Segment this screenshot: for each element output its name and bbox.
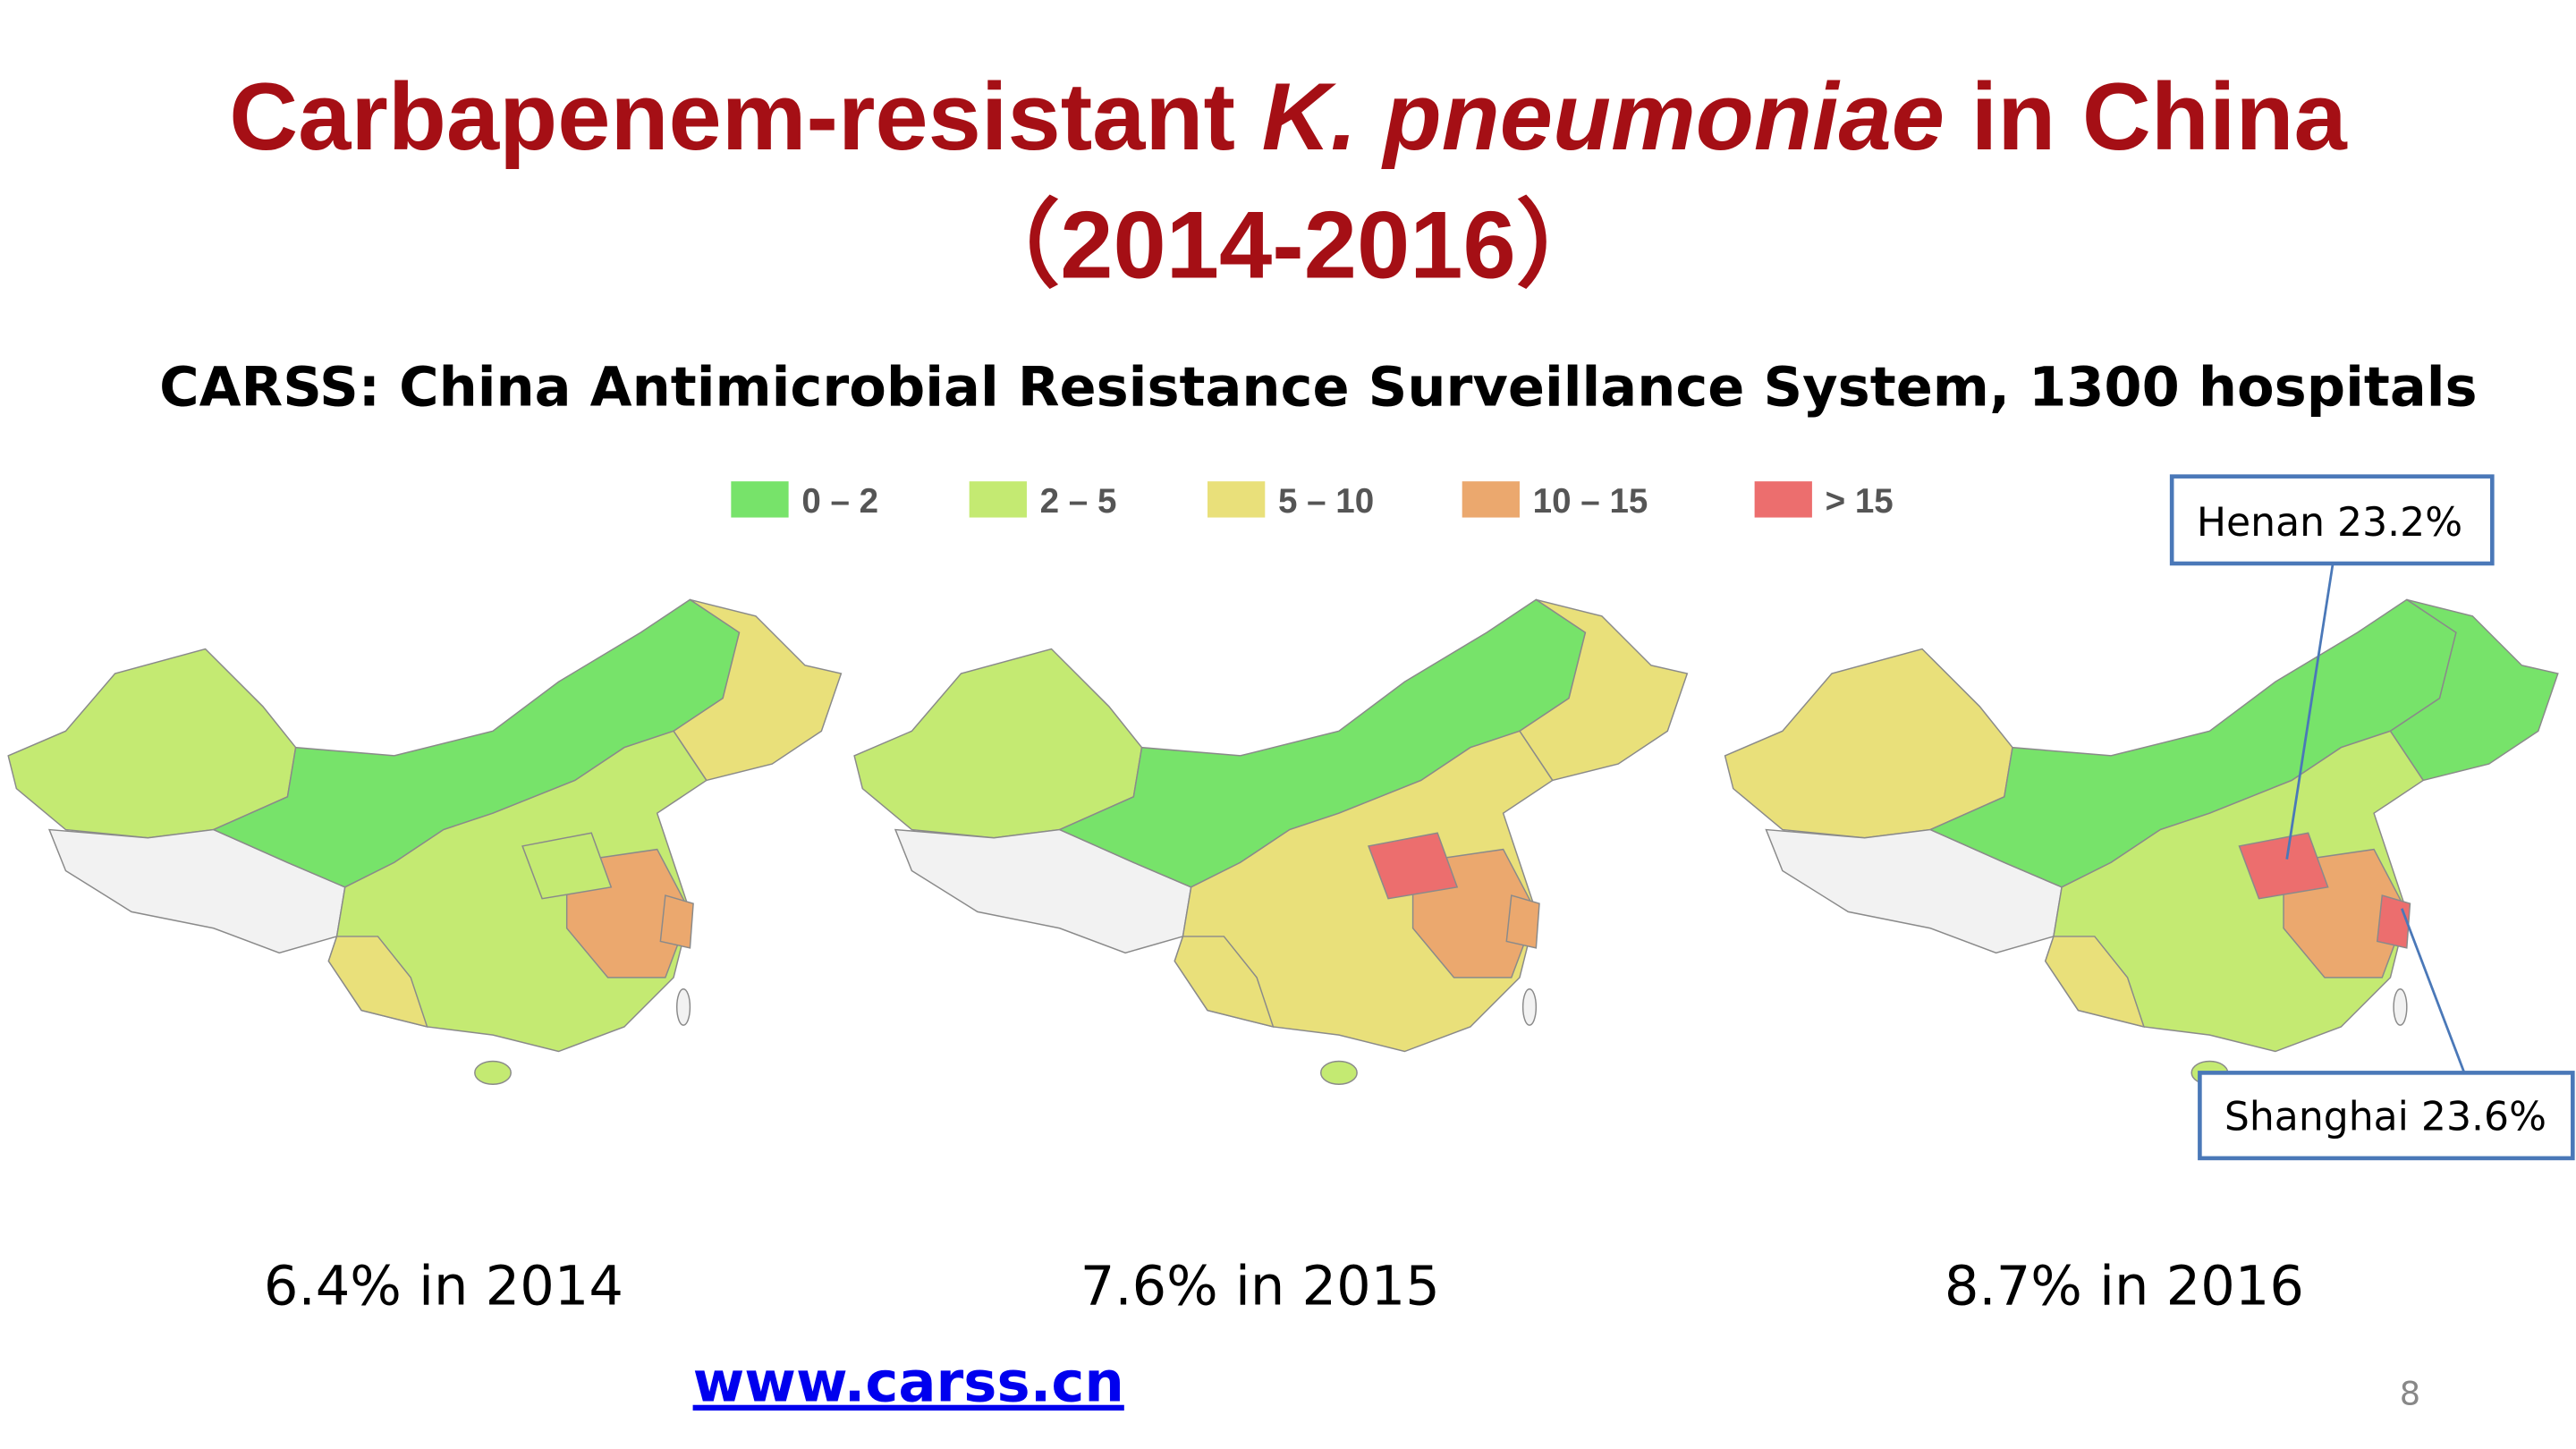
province-region xyxy=(1505,894,1540,949)
province-region xyxy=(1518,598,1689,782)
legend-swatch xyxy=(969,481,1027,518)
province-region xyxy=(673,598,843,782)
legend-label: 10 – 15 xyxy=(1533,482,1648,521)
legend-swatch xyxy=(1462,481,1520,518)
title-italic: K. pneumoniae xyxy=(1262,64,1945,170)
province-region xyxy=(676,987,691,1026)
title-text: in China xyxy=(1945,64,2347,170)
legend-label: 5 – 10 xyxy=(1278,482,1374,521)
province-region xyxy=(2044,936,2146,1028)
legend-swatch xyxy=(1754,481,1812,518)
province-region xyxy=(521,832,613,900)
province-region xyxy=(2238,832,2329,900)
province-region xyxy=(1320,1060,1358,1085)
arrow xyxy=(2401,908,2466,1073)
province-region xyxy=(1521,987,1538,1026)
province-region xyxy=(1368,832,1459,900)
province-region xyxy=(327,936,428,1028)
background xyxy=(0,8,2576,1441)
legend-label: > 15 xyxy=(1826,482,1894,521)
legend-swatch xyxy=(731,481,789,518)
china-map xyxy=(853,598,1689,1085)
annotation: Henan 23.2% xyxy=(2197,500,2462,546)
province-region xyxy=(474,1060,512,1085)
subtitle: CARSS: China Antimicrobial Resistance Su… xyxy=(159,357,2477,419)
province-region xyxy=(1174,936,1275,1028)
province-region xyxy=(2389,598,2559,782)
legend: 0 – 2 2 – 5 5 – 10 10 – 15 > 15 xyxy=(731,481,1894,521)
maps xyxy=(7,598,2559,1085)
province-region xyxy=(2393,987,2408,1026)
arrow xyxy=(2285,563,2334,860)
china-map xyxy=(7,598,843,1085)
annotation: Shanghai 23.6% xyxy=(2224,1095,2546,1140)
page-number: 8 xyxy=(2400,1374,2420,1412)
caption: 8.7% in 2016 xyxy=(1945,1255,2304,1318)
annotation-box xyxy=(2198,1071,2575,1161)
title: Carbapenem-resistant K. pneumoniae in Ch… xyxy=(229,64,2347,170)
annotation-box xyxy=(2169,474,2495,566)
caption: 7.6% in 2015 xyxy=(1080,1255,1440,1318)
china-map xyxy=(1724,598,2559,1085)
caption: 6.4% in 2014 xyxy=(264,1255,623,1318)
legend-label: 0 – 2 xyxy=(801,482,878,521)
title-text: Carbapenem-resistant xyxy=(229,64,1261,170)
url-link[interactable]: www.carss.cn xyxy=(693,1350,1124,1415)
title-years: （2014-2016） xyxy=(965,191,1611,298)
legend-swatch xyxy=(1208,481,1266,518)
province-region xyxy=(659,894,694,949)
province-region xyxy=(2376,894,2411,949)
legend-label: 2 – 5 xyxy=(1040,482,1117,521)
